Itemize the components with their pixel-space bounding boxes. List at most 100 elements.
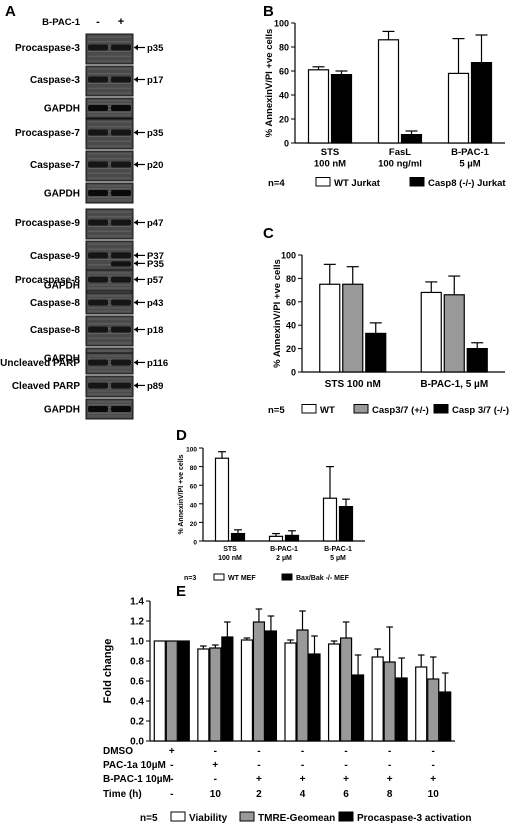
arrow-head-icon — [134, 252, 138, 259]
condition-row-label: Time (h) — [103, 789, 142, 800]
legend-swatch — [281, 573, 293, 581]
condition-cell: - — [257, 746, 260, 757]
protein-band — [111, 76, 131, 83]
blot-row-caspase-7: Caspase-7 p20 — [30, 150, 163, 182]
arrow-head-icon — [134, 76, 138, 83]
protein-band — [88, 299, 108, 306]
condition-row: PAC-1a 10µM - + - - - - - — [103, 760, 435, 771]
protein-band — [111, 406, 131, 412]
bar — [443, 294, 465, 373]
legend-swatch — [239, 811, 255, 822]
y-tick-label: 1.4 — [130, 597, 144, 608]
condition-row-label: DMSO — [103, 746, 133, 757]
bar — [371, 656, 384, 742]
condition-cell: - — [214, 746, 217, 757]
legend-swatch — [213, 573, 225, 581]
condition-cell: - — [214, 774, 217, 785]
protein-band — [111, 105, 131, 111]
bar — [268, 535, 284, 542]
legend-label: TMRE-Geomean — [258, 813, 335, 824]
band-size-label: p18 — [147, 325, 163, 336]
blot-row-caspase-8: Caspase-8 p43 — [30, 292, 163, 315]
bar — [307, 69, 330, 144]
y-tick-label: 1.2 — [130, 617, 144, 628]
condition-cell: - — [432, 760, 435, 771]
blot-label: Cleaved PARP — [12, 381, 81, 392]
protein-band — [111, 359, 131, 366]
protein-band — [111, 299, 131, 306]
bar — [339, 637, 353, 742]
blot-strip — [85, 398, 134, 420]
condition-cell: 4 — [300, 789, 306, 800]
protein-band — [88, 252, 108, 259]
protein-band — [88, 359, 108, 366]
blot-label: Procaspase-8 — [15, 275, 80, 286]
bar — [342, 283, 364, 373]
bar — [284, 534, 300, 542]
blot-row-uncleaved-parp: Uncleaved PARP p116 — [0, 352, 168, 375]
bar — [338, 505, 354, 542]
x-tick-label: B-PAC-1 2 µM — [270, 546, 298, 562]
band-size-label: p17 — [147, 75, 163, 86]
legend-swatch — [170, 811, 186, 822]
blot-label: Procaspase-9 — [15, 218, 80, 229]
blot-strip — [85, 97, 134, 119]
blot-label: GAPDH — [44, 189, 80, 200]
protein-band — [88, 190, 108, 196]
blot-label: Procaspase-3 — [15, 43, 80, 54]
bar — [308, 653, 321, 742]
bar — [177, 640, 190, 742]
y-tick-label: 0.4 — [130, 697, 144, 708]
arrow-head-icon — [134, 276, 138, 283]
chart-panel-D: 0 20 40 60 80 100% AnnexinV/PI +ve cells STS 10… — [178, 447, 365, 582]
blot-label: Procaspase-7 — [15, 128, 80, 139]
legend-label: Casp 3/7 (-/-) — [452, 405, 509, 416]
band-size-label: p35 — [147, 43, 164, 54]
blot-label: Caspase-9 — [30, 251, 80, 262]
arrow-head-icon — [134, 161, 138, 168]
condition-cell: - — [344, 760, 347, 771]
condition-cell: - — [432, 746, 435, 757]
bar — [284, 642, 297, 742]
blot-row-procaspase-9: Procaspase-9 p47 — [15, 208, 163, 240]
condition-row-label: B-PAC-1 10µM — [103, 774, 171, 785]
y-tick-label: 0.8 — [130, 657, 144, 668]
condition-cell: + — [256, 774, 262, 785]
panel-letter-B: B — [263, 3, 274, 20]
y-tick-label: 0.6 — [130, 677, 144, 688]
blot-row-procaspase-3: Procaspase-3 p35 — [15, 33, 164, 65]
blot-label: Caspase-8 — [30, 325, 80, 336]
chart-panel-E: 0.0 0.2 0.4 0.6 0.8 1.0 1.2 1.4 Fold change n=5 Vi… — [102, 597, 472, 825]
legend-swatch — [338, 811, 354, 822]
blot-label: GAPDH — [44, 281, 80, 292]
legend-label: WT MEF — [228, 575, 256, 582]
protein-band — [88, 406, 108, 412]
treatment-label: B-PAC-1 — [42, 17, 81, 28]
n-label: n=3 — [184, 575, 196, 582]
y-tick-label: 60 — [286, 297, 296, 307]
protein-band — [111, 129, 131, 136]
bar — [447, 72, 470, 144]
blot-row-caspase-3: Caspase-3 p17 — [30, 65, 163, 97]
chart-panel-B: 0 20 40 60 80 100% AnnexinV/PI +ve cells STS 10… — [264, 19, 506, 190]
blot-row-cleaved-parp: Cleaved PARP p89 — [12, 375, 163, 398]
y-tick-label: 40 — [190, 502, 198, 509]
bar — [197, 648, 210, 742]
y-tick-label: 80 — [286, 274, 296, 284]
blot-strip — [85, 182, 134, 204]
legend-label: Casp3/7 (+/-) — [372, 405, 429, 416]
band-size-label: P37 — [147, 251, 164, 262]
n-label: n=4 — [268, 178, 285, 189]
condition-cell: - — [388, 760, 391, 771]
y-tick-label: 0.0 — [130, 737, 144, 748]
band-size-label: p47 — [147, 218, 163, 229]
x-tick-label: B-PAC-1 5 µM — [451, 147, 490, 170]
protein-band — [111, 326, 131, 333]
condition-cell: 10 — [210, 789, 222, 800]
condition-cell: 2 — [256, 789, 262, 800]
blot-label: GAPDH — [44, 104, 80, 115]
bar — [209, 647, 222, 742]
blot-row-gapdh: GAPDH — [44, 182, 134, 204]
condition-cell: - — [170, 760, 173, 771]
legend-swatch — [433, 404, 449, 414]
